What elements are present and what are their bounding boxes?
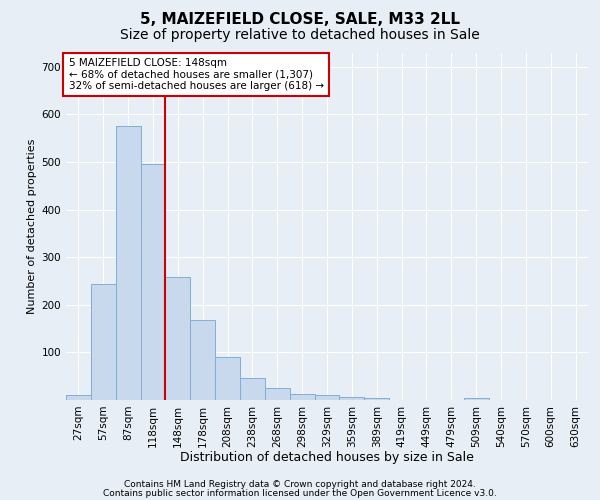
- Bar: [166, 277, 190, 400]
- Bar: [464, 398, 488, 400]
- Bar: [290, 394, 314, 400]
- Text: Contains HM Land Registry data © Crown copyright and database right 2024.: Contains HM Land Registry data © Crown c…: [124, 480, 476, 489]
- Bar: [116, 126, 140, 400]
- Y-axis label: Number of detached properties: Number of detached properties: [28, 138, 37, 314]
- Text: 5, MAIZEFIELD CLOSE, SALE, M33 2LL: 5, MAIZEFIELD CLOSE, SALE, M33 2LL: [140, 12, 460, 28]
- Bar: [190, 320, 215, 400]
- Bar: [240, 378, 265, 400]
- Bar: [215, 356, 240, 400]
- Bar: [66, 395, 91, 400]
- Text: 5 MAIZEFIELD CLOSE: 148sqm
← 68% of detached houses are smaller (1,307)
32% of s: 5 MAIZEFIELD CLOSE: 148sqm ← 68% of deta…: [68, 58, 324, 91]
- Bar: [265, 388, 290, 400]
- Text: Contains public sector information licensed under the Open Government Licence v3: Contains public sector information licen…: [103, 489, 497, 498]
- Bar: [340, 397, 364, 400]
- X-axis label: Distribution of detached houses by size in Sale: Distribution of detached houses by size …: [180, 451, 474, 464]
- Bar: [314, 395, 340, 400]
- Bar: [91, 284, 116, 400]
- Bar: [364, 398, 389, 400]
- Text: Size of property relative to detached houses in Sale: Size of property relative to detached ho…: [120, 28, 480, 42]
- Bar: [140, 164, 166, 400]
